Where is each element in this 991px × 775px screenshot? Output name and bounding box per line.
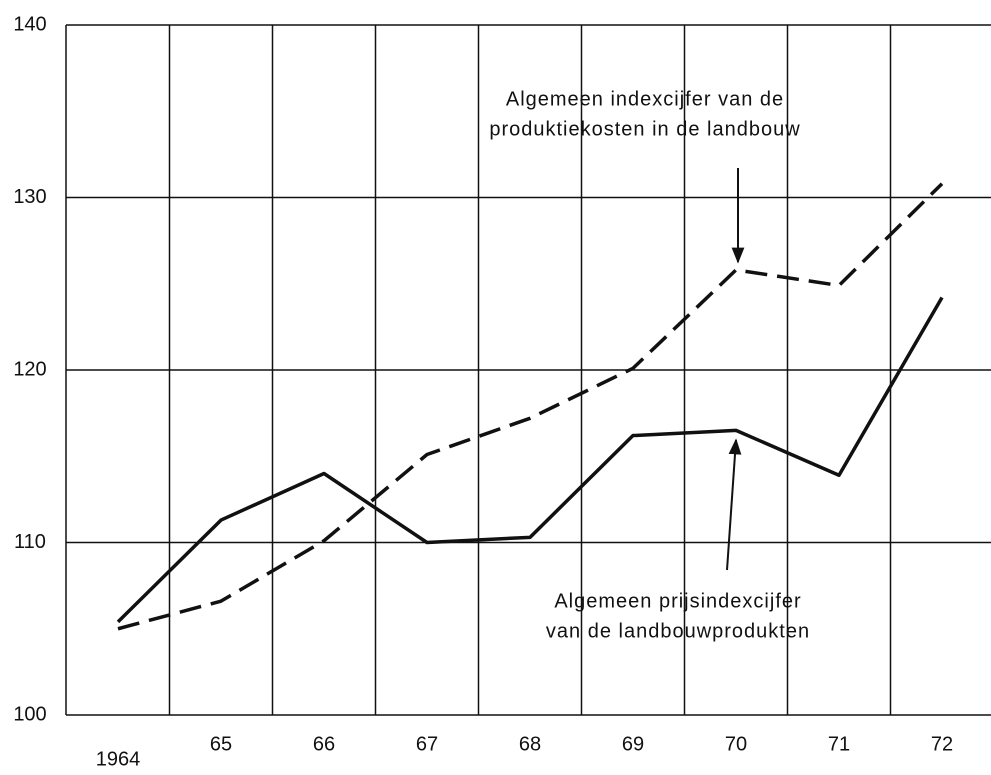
x-tick-label: 65	[210, 733, 232, 755]
x-tick-label: 67	[416, 733, 438, 755]
x-tick-label: 68	[519, 733, 541, 755]
y-tick-label: 120	[13, 358, 46, 380]
y-tick-label: 100	[13, 703, 46, 725]
x-tick-label: 72	[931, 733, 953, 755]
annotation: Algemeen prijsindexcijfer	[554, 590, 801, 612]
data-line	[117, 182, 944, 631]
annotation: van de landbouwprodukten	[546, 620, 810, 642]
annotation: produktiekosten in de landbouw	[489, 118, 800, 140]
x-tick-label: 1964	[96, 748, 141, 770]
x-tick-label: 70	[725, 733, 747, 755]
y-tick-label: 110	[14, 531, 46, 553]
x-tick-label: 69	[622, 733, 644, 755]
data-line	[116, 296, 944, 624]
y-tick-label: 130	[13, 186, 46, 208]
annotation: Algemeen indexcijfer van de	[506, 88, 784, 110]
arrow	[726, 438, 742, 571]
x-tick-label: 71	[828, 733, 850, 755]
x-tick-label: 66	[313, 733, 335, 755]
y-tick-label: 140	[13, 13, 46, 35]
